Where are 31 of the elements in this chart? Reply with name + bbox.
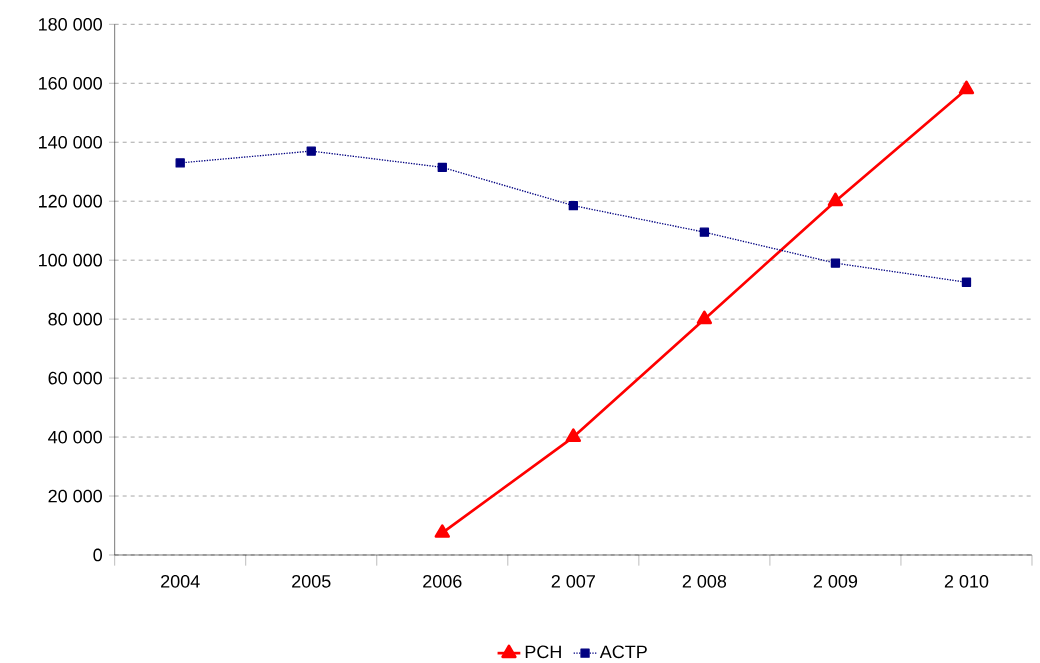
x-tick-label: 2 008 <box>682 574 727 588</box>
point <box>699 227 710 237</box>
x-tick-label: 2005 <box>292 574 331 588</box>
point <box>437 162 447 172</box>
point <box>827 192 844 207</box>
point <box>568 200 578 211</box>
x-tick-label: 2 007 <box>551 574 595 588</box>
y-tick-label: 120 000 <box>39 194 102 208</box>
y-tick-label: 40 000 <box>48 430 102 444</box>
y-tick-label: 140 000 <box>39 135 102 149</box>
point <box>696 310 713 325</box>
x-tick-label: 2004 <box>161 574 200 588</box>
y-tick-label: 0 <box>93 548 103 562</box>
x-tick-label: 2 010 <box>944 574 989 588</box>
y-tick-label: 180 000 <box>39 17 102 31</box>
y-tick-label: 160 000 <box>39 76 102 90</box>
point <box>434 524 450 538</box>
y-tick-label: 20 000 <box>48 489 102 503</box>
point <box>961 277 972 287</box>
x-tick-label: 2006 <box>423 574 462 588</box>
y-tick-label: 80 000 <box>48 312 102 326</box>
point <box>830 258 841 268</box>
point <box>175 158 185 168</box>
point <box>306 146 316 156</box>
y-tick-label: 100 000 <box>39 253 102 267</box>
y-tick-label: 60 000 <box>48 371 102 385</box>
point <box>565 428 582 443</box>
legend-label: ACTP <box>599 645 647 659</box>
point <box>958 80 975 95</box>
legend-label: PCH <box>525 645 561 659</box>
x-tick-label: 2 009 <box>813 574 858 588</box>
